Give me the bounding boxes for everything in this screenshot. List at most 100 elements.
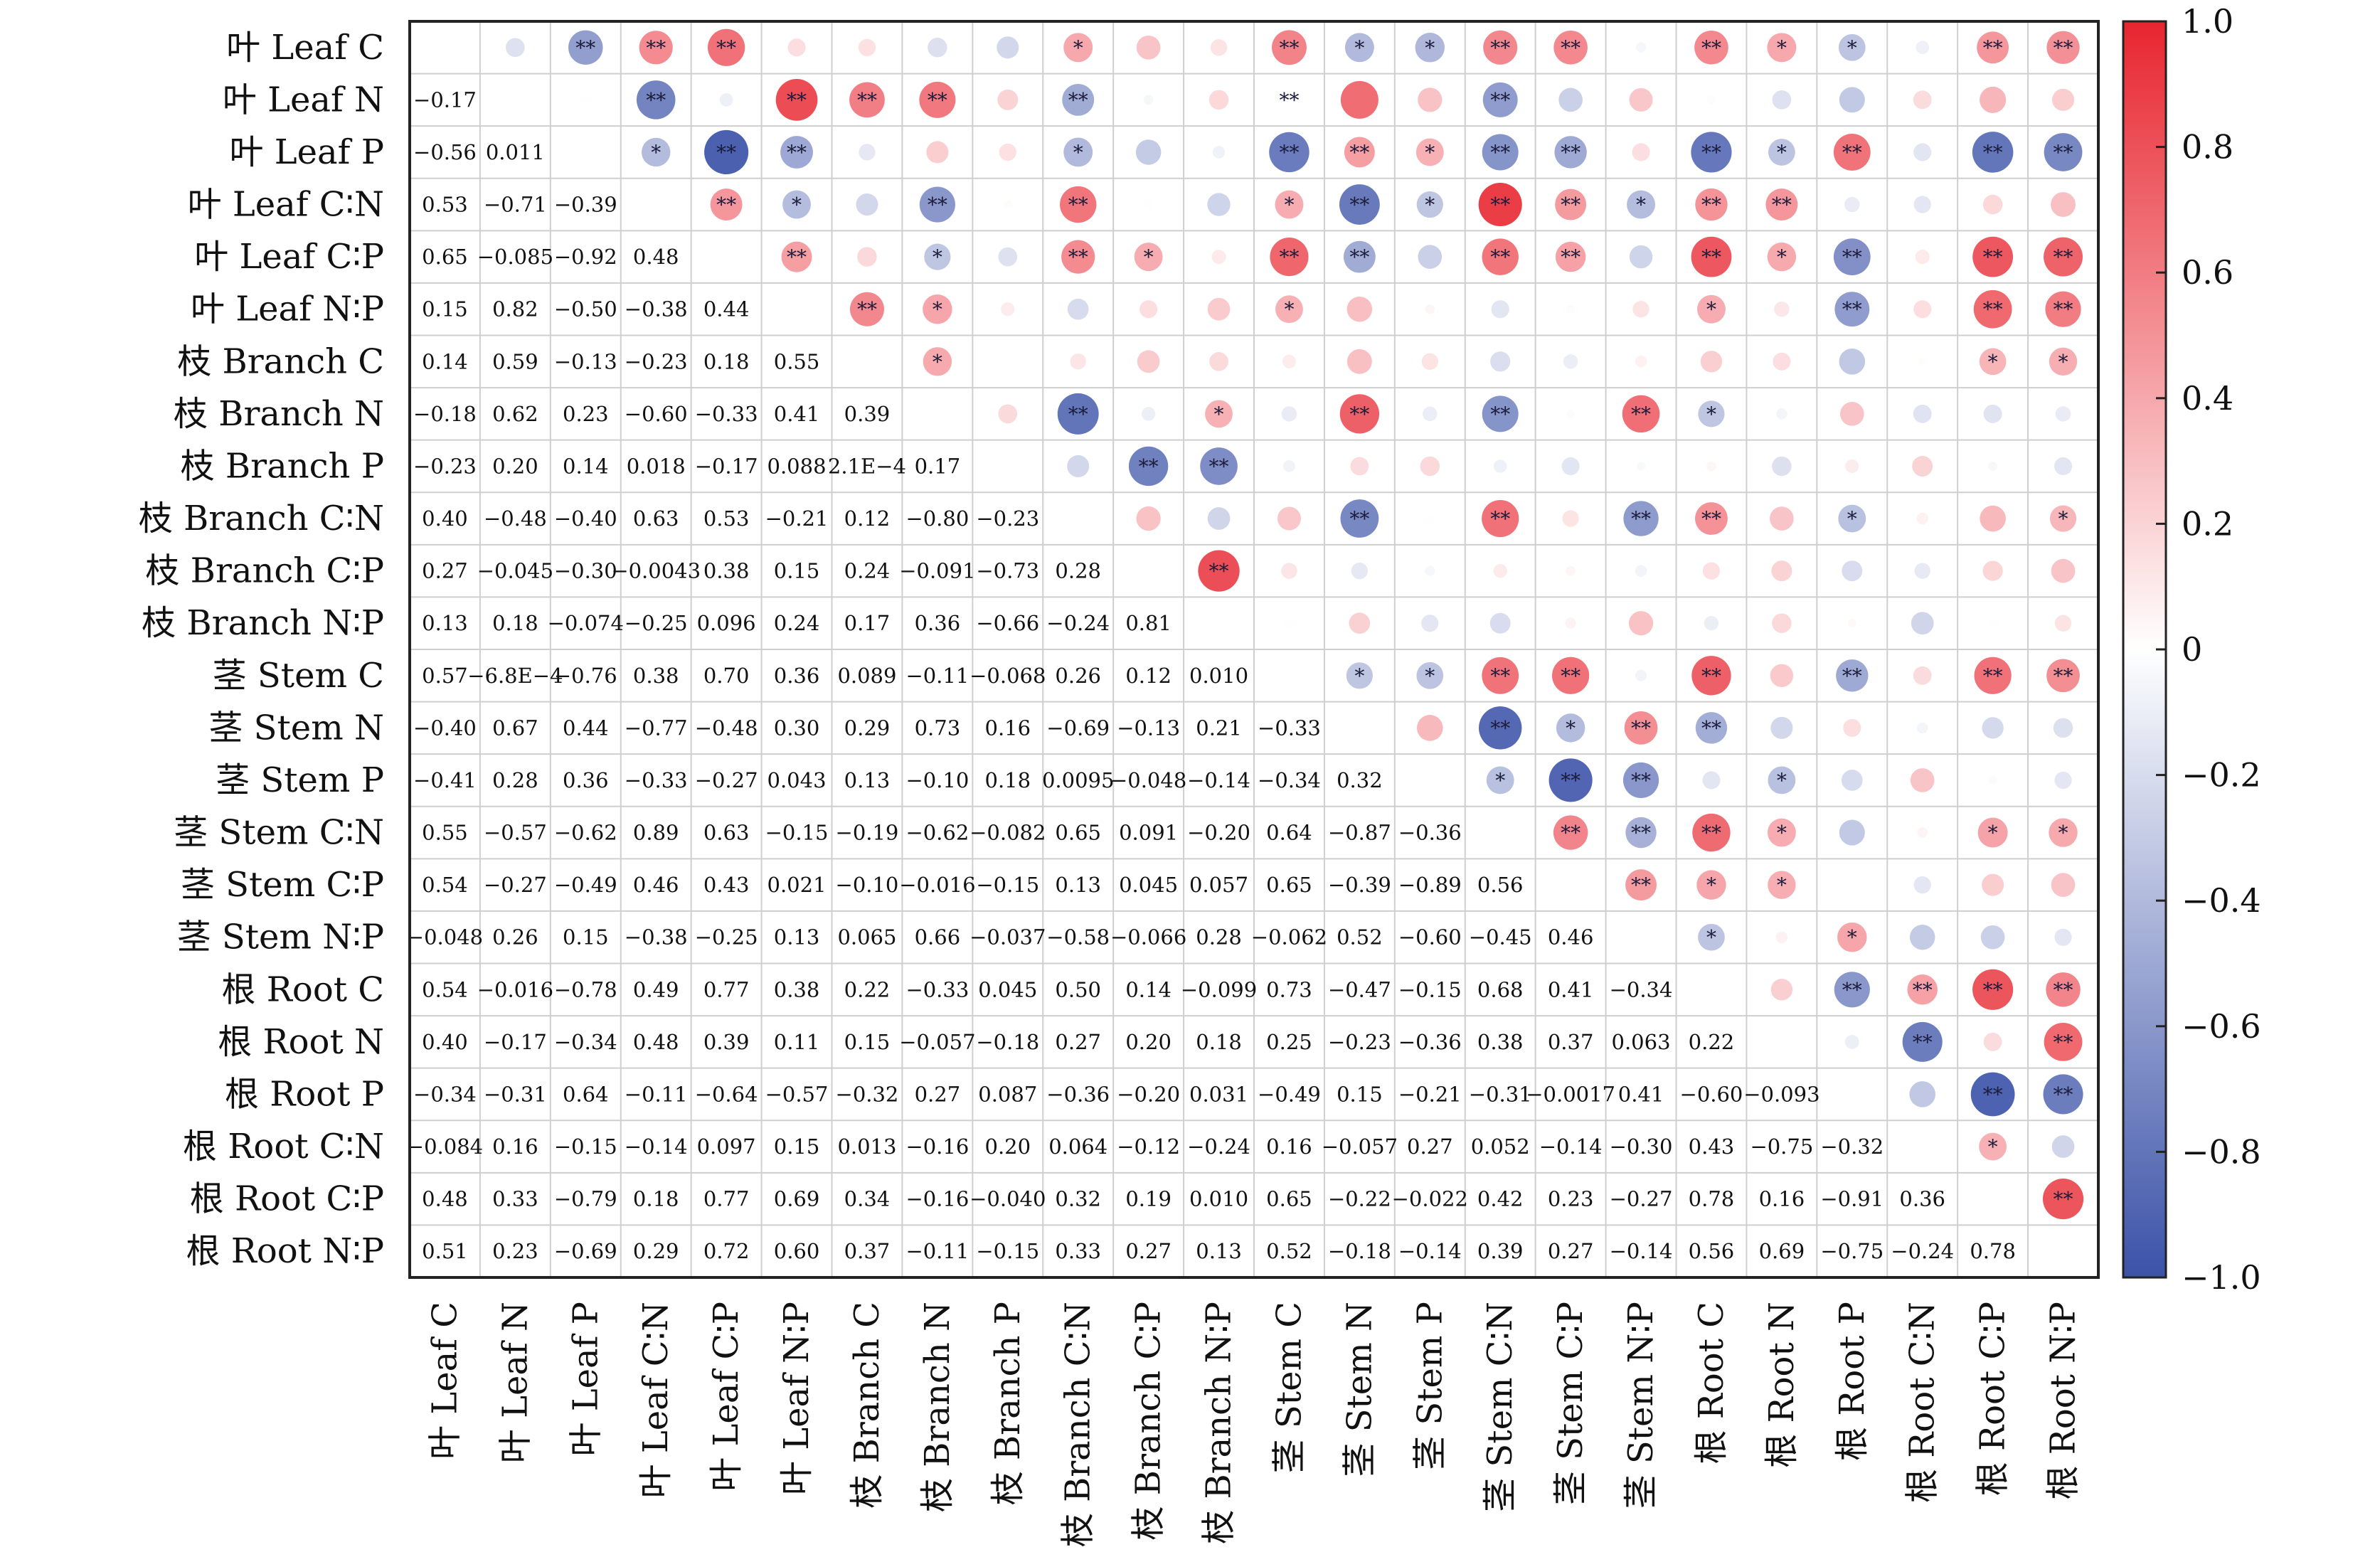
row-label: 茎 Stem P (216, 760, 384, 800)
corr-circle (923, 347, 952, 376)
corr-value-label: 2.1E−4 (828, 454, 906, 478)
corr-value-label: −0.45 (1469, 925, 1532, 950)
corr-value-label: 0.38 (1477, 1030, 1524, 1054)
corr-circle (1212, 146, 1226, 159)
corr-value-label: 0.52 (1266, 1239, 1312, 1263)
corr-circle (2054, 771, 2072, 790)
corr-circle (1629, 245, 1653, 269)
corr-circle (1980, 925, 2005, 950)
corr-value-label: 0.021 (767, 873, 827, 897)
corr-value-label: 0.69 (1759, 1239, 1805, 1263)
corr-circle (1697, 294, 1726, 324)
colorbar-tick-label: 0.4 (2182, 379, 2233, 418)
corr-value-label: 0.088 (767, 454, 827, 478)
column-label: 枝 Branch N (918, 1302, 957, 1512)
significance-mark: ** (1913, 978, 1933, 1001)
corr-value-label: −0.17 (413, 87, 477, 112)
corr-circle (1970, 1072, 2015, 1117)
corr-circle (1346, 349, 1372, 374)
corr-circle (1700, 351, 1723, 373)
corr-circle (1982, 873, 2004, 896)
corr-value-label: 0.031 (1189, 1082, 1248, 1106)
row-labels: 叶 Leaf C 叶 Leaf N 叶 Leaf P 叶 Leaf C∶N 叶 Leaf… (139, 28, 384, 1271)
corr-value-label: 0.41 (1618, 1082, 1664, 1106)
corr-value-label: 0.23 (563, 402, 609, 426)
corr-circle (1695, 712, 1728, 744)
corr-value-label: 0.52 (1337, 925, 1383, 950)
corr-value-label: −0.33 (1258, 716, 1321, 740)
corr-value-label: 0.15 (844, 1030, 891, 1054)
corr-value-label: −0.60 (1398, 925, 1462, 950)
corr-value-label: −0.0017 (1526, 1082, 1615, 1106)
corr-value-label: 0.43 (703, 873, 750, 897)
corr-circle (1770, 979, 1793, 1001)
corr-circle (1561, 457, 1580, 475)
corr-circle (1979, 1132, 2007, 1161)
significance-mark: ** (1701, 822, 1721, 845)
corr-value-label: 0.33 (492, 1187, 538, 1211)
significance-mark: ** (2054, 1031, 2073, 1054)
corr-value-label: 0.24 (774, 611, 820, 635)
corr-circle (1695, 502, 1728, 535)
significance-mark: * (1847, 507, 1857, 531)
corr-value-label: 0.089 (837, 664, 896, 688)
corr-circle (1838, 33, 1866, 61)
significance-mark: * (933, 350, 942, 373)
significance-mark: ** (1701, 664, 1721, 688)
colorbar-tick-label: 0 (2182, 630, 2202, 669)
corr-value-label: 0.36 (1899, 1187, 1945, 1211)
corr-circle (1696, 870, 1726, 900)
corr-value-label: 0.26 (1055, 664, 1101, 688)
corr-value-label: −0.20 (1117, 1082, 1180, 1106)
significance-mark: ** (1842, 978, 1862, 1001)
corr-value-label: −0.13 (554, 349, 617, 373)
corr-circle (1834, 292, 1870, 327)
corr-value-label: −0.10 (836, 873, 899, 897)
corr-circle (1625, 869, 1657, 901)
corr-value-label: −0.64 (695, 1082, 758, 1106)
corr-circle (2051, 873, 2076, 897)
corr-circle (1207, 507, 1231, 530)
corr-circle (1003, 357, 1012, 366)
significance-mark: ** (1349, 507, 1369, 531)
corr-value-label: 0.18 (985, 768, 1031, 792)
row-label: 枝 Branch C∶P (145, 551, 384, 591)
corr-circle (1554, 136, 1587, 169)
corr-value-label: −0.048 (1110, 768, 1186, 792)
corr-value-label: −0.49 (1258, 1082, 1321, 1106)
significance-mark: ** (1983, 664, 2003, 688)
significance-mark: ** (1561, 245, 1581, 269)
corr-circle (1844, 1035, 1859, 1049)
corr-circle (1425, 304, 1435, 314)
corr-circle (1767, 818, 1796, 847)
corr-circle (1839, 402, 1864, 426)
corr-circle (2055, 406, 2071, 422)
corr-value-label: 0.27 (1125, 1239, 1172, 1263)
corr-value-label: 0.70 (703, 664, 750, 688)
corr-value-label: −0.24 (1187, 1134, 1250, 1159)
corr-value-label: 0.32 (1055, 1187, 1101, 1211)
corr-value-label: 0.18 (703, 349, 750, 373)
corr-circle (1339, 184, 1380, 225)
corr-circle (857, 247, 877, 267)
corr-circle (1847, 619, 1856, 628)
significance-mark: ** (1561, 141, 1581, 164)
corr-value-label: 0.22 (1689, 1030, 1735, 1054)
corr-value-label: −0.50 (554, 297, 617, 321)
corr-circle (1635, 669, 1647, 681)
row-label: 枝 Branch C∶N (139, 499, 384, 538)
corr-circle (2051, 192, 2076, 217)
corr-circle (1632, 301, 1649, 318)
corr-value-label: −0.49 (554, 873, 617, 897)
corr-value-label: −0.73 (976, 559, 1039, 583)
row-label: 茎 Stem N∶P (177, 918, 384, 957)
corr-value-label: −0.76 (554, 664, 617, 688)
corr-value-label: 0.20 (1125, 1030, 1172, 1054)
corr-circle (1983, 404, 2002, 423)
corr-value-label: −0.33 (695, 402, 758, 426)
corr-value-label: 0.62 (492, 402, 538, 426)
corr-circle (1913, 196, 1931, 213)
corr-value-label: −0.099 (1181, 977, 1257, 1001)
corr-value-label: 0.55 (774, 349, 820, 373)
